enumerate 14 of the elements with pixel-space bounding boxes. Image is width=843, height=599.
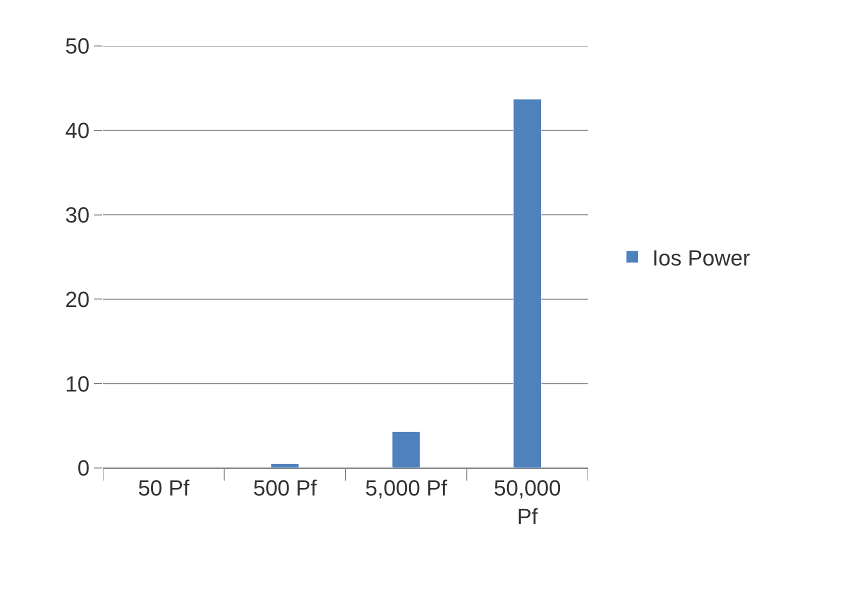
bar (392, 431, 420, 468)
x-tick-label: 50,000 Pf (494, 475, 562, 529)
y-tick-label: 40 (65, 118, 90, 144)
y-tick-label: 0 (77, 456, 90, 481)
legend-label: Ios Power (652, 245, 750, 270)
y-tick-label: 30 (65, 202, 90, 228)
bar (513, 98, 542, 468)
bar (270, 464, 300, 468)
y-tick-label: 20 (65, 286, 90, 312)
y-tick-label: 10 (65, 371, 90, 396)
x-tick-label: 500 Pf (253, 475, 318, 500)
y-tick-label: 50 (65, 34, 90, 59)
x-tick-label: 5,000 Pf (365, 475, 448, 500)
x-tick-label: 50 Pf (138, 475, 190, 500)
